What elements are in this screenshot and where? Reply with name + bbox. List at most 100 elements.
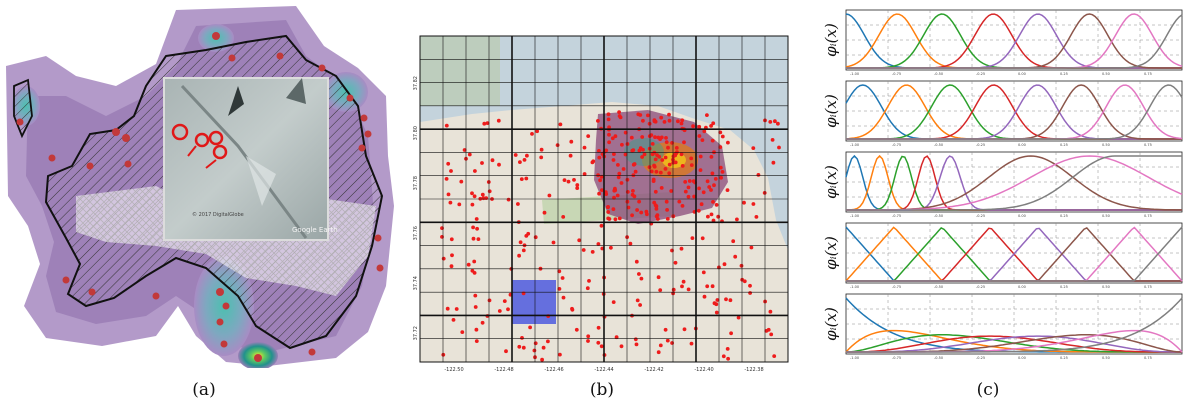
incident-point (705, 113, 709, 117)
incident-point (609, 245, 613, 250)
incident-point (566, 179, 571, 184)
incident-point (631, 148, 636, 153)
incident-point (516, 202, 520, 206)
incident-point (457, 202, 462, 207)
incident-point (702, 294, 707, 299)
incident-point (446, 192, 451, 197)
satellite-inset: © 2017 DigitalGlobe Google Earth (163, 77, 338, 241)
incident-point (617, 216, 622, 221)
incident-point (449, 237, 454, 242)
basis-plot-4: -1.00 -0.75 -0.50 -0.25 0.00 0.25 0.50 0.75 φᵢ(x… (822, 222, 1183, 289)
incident-point (441, 256, 446, 261)
panel-a-map: © 2017 DigitalGlobe Google Earth (6, 6, 394, 370)
incident-point (467, 152, 472, 157)
incident-point (641, 118, 645, 123)
incident-point (542, 210, 547, 215)
x-tick-label: -1.00 (850, 285, 859, 289)
incident-point (451, 318, 456, 322)
incident-point (690, 236, 695, 241)
incident-point (702, 129, 707, 134)
incident-point (614, 335, 619, 340)
incident-point (586, 334, 591, 339)
incident-point (713, 177, 718, 181)
incident-point (582, 145, 587, 150)
x-tick-label: -122.46 (544, 367, 563, 373)
basis-series-line (846, 297, 1183, 353)
incident-point (697, 186, 701, 191)
incident-point (611, 207, 616, 212)
incident-point (539, 147, 544, 152)
x-tick-label: -0.25 (976, 285, 985, 289)
incident-point (711, 200, 715, 204)
incident-point (640, 135, 645, 139)
y-tick-label: 37.82 (413, 76, 419, 90)
incident-point (470, 202, 475, 207)
incident-point (480, 192, 485, 197)
incident-point (653, 189, 658, 194)
incident-point (735, 217, 739, 222)
incident-point (440, 235, 444, 239)
incident-point (606, 210, 611, 214)
incident-point (462, 148, 467, 152)
incident-point (497, 162, 501, 167)
incident-point (476, 237, 481, 242)
incident-point (664, 140, 669, 145)
incident-point (667, 171, 672, 176)
incident-point (773, 119, 777, 124)
incident-point (570, 306, 574, 311)
incident-point (610, 136, 615, 141)
x-tick-label: -0.75 (892, 285, 901, 289)
incident-point (719, 175, 723, 180)
incident-point (666, 145, 670, 150)
incident-point (725, 188, 730, 193)
incident-point (487, 189, 492, 194)
incident-point (630, 213, 634, 218)
incident-point (724, 297, 728, 302)
incident-point (698, 168, 703, 173)
incident-point (616, 163, 620, 167)
x-tick-label: -1.00 (850, 143, 859, 147)
incident-point (596, 325, 601, 330)
incident-point (656, 275, 661, 280)
incident-point (471, 236, 476, 241)
incident-point (677, 199, 682, 204)
x-tick-label: -122.50 (444, 367, 463, 373)
incident-point (587, 279, 591, 283)
incident-point (445, 306, 450, 311)
y-tick-label: 37.80 (413, 126, 419, 140)
incident-point (497, 309, 502, 313)
incident-point (663, 167, 668, 171)
incident-point (686, 185, 691, 190)
incident-point (676, 119, 680, 124)
incident-point (655, 213, 660, 218)
incident-point (454, 307, 459, 311)
incident-point (596, 119, 600, 123)
incident-point (705, 179, 710, 184)
y-tick-label: 37.76 (413, 226, 419, 240)
incident-point (653, 203, 658, 208)
panel-b: -122.50 -122.48 -122.46 -122.44 -122.42 -122.… (412, 10, 796, 374)
incident-point (749, 245, 754, 250)
incident-point (731, 239, 736, 244)
incident-point (707, 185, 712, 189)
x-tick-label: -1.00 (850, 356, 859, 360)
incident-point (726, 140, 730, 145)
x-tick-label: -0.25 (976, 72, 985, 76)
incident-point (736, 315, 741, 320)
incident-point (764, 329, 769, 333)
basis-plot-3: -1.00 -0.75 -0.50 -0.25 0.00 0.25 0.50 0.75 φᵢ(x… (822, 151, 1183, 218)
incident-point (687, 179, 692, 183)
incident-point (716, 214, 721, 219)
incident-point (471, 225, 475, 230)
incident-point (714, 310, 719, 315)
incident-point (663, 155, 668, 160)
basis-series-line (846, 84, 1183, 140)
x-tick-label: 0.75 (1144, 214, 1152, 218)
incident-point (474, 327, 479, 332)
incident-point (634, 259, 639, 264)
incident-point (714, 302, 719, 307)
incident-point (638, 146, 643, 151)
incident-point (710, 171, 715, 176)
y-axis-label: φᵢ(x) (822, 165, 840, 199)
incident-point (659, 186, 664, 190)
